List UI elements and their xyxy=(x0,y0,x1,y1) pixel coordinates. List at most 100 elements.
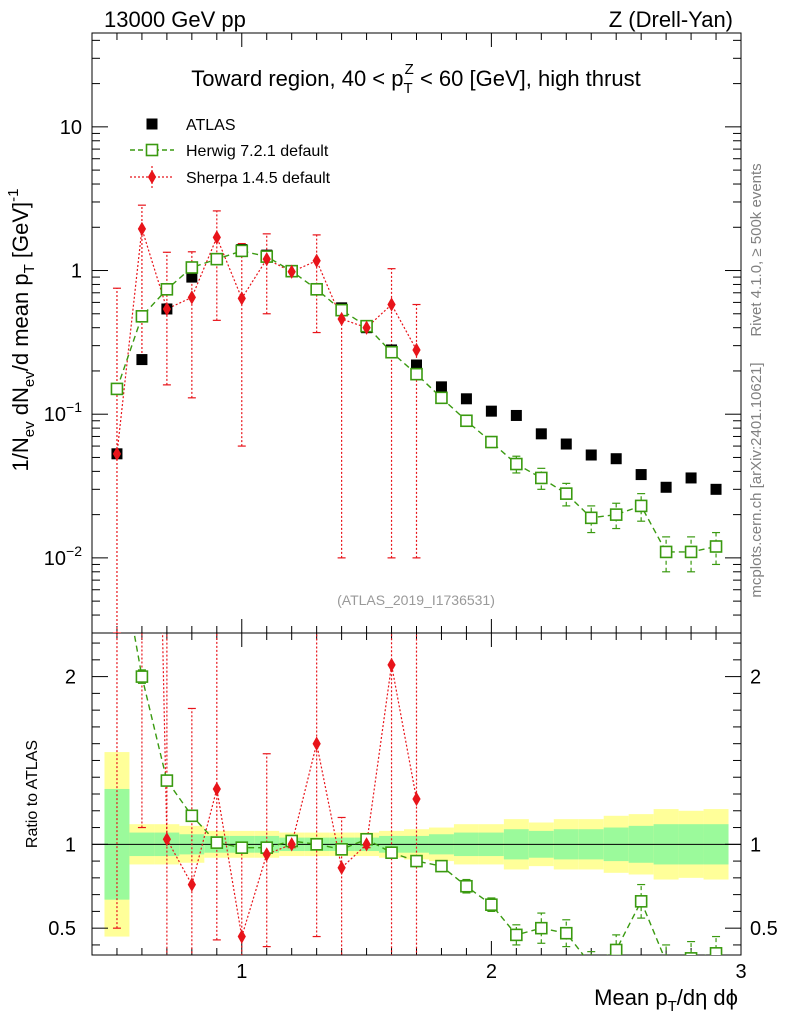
x-tick-label: 3 xyxy=(735,961,746,983)
plot-title-sub: T xyxy=(404,80,413,97)
herwig-ratio-point xyxy=(310,838,323,851)
herwig-ratio-point xyxy=(485,898,498,911)
herwig-point xyxy=(185,261,199,274)
axis-ticks xyxy=(91,33,742,955)
atlas-point xyxy=(585,449,597,461)
atlas-point xyxy=(635,469,647,481)
herwig-ratio-point xyxy=(435,859,448,873)
y-tick-label: 10−2 xyxy=(44,543,82,570)
sherpa-ratio-point xyxy=(412,791,421,807)
herwig-point xyxy=(210,252,224,266)
atlas-point xyxy=(435,381,447,393)
herwig-ratio-point xyxy=(634,895,648,908)
sherpa-point xyxy=(362,320,371,335)
ratio-y-tick-label-right: 1 xyxy=(750,834,761,856)
sherpa-ratio-point xyxy=(162,832,172,847)
legend: ATLAS Herwig 7.2.1 default Sherpa 1.4.5 de… xyxy=(130,117,331,188)
herwig-ratio-point xyxy=(111,532,122,543)
herwig-ratio-point xyxy=(709,947,723,955)
herwig-point xyxy=(435,391,448,405)
herwig-point xyxy=(709,540,723,553)
herwig-ratio-point xyxy=(586,960,597,971)
atlas-point xyxy=(560,438,572,450)
plot-title-pre: Toward region, 40 < p xyxy=(191,66,403,91)
atlas-point xyxy=(186,271,198,283)
sherpa-ratio-point xyxy=(212,781,221,797)
sherpa-ratio-point xyxy=(262,847,271,862)
sherpa-point xyxy=(287,264,296,279)
sherpa-point xyxy=(187,290,196,305)
herwig-point xyxy=(535,471,548,485)
sherpa-point xyxy=(237,291,246,306)
x-axis-label: Mean pT/dη dϕ xyxy=(594,985,738,1015)
rivet-label: Rivet 4.1.0, ≥ 500k events xyxy=(748,163,765,336)
herwig-point xyxy=(584,511,598,525)
sherpa-point xyxy=(312,253,321,268)
ratio-data-layer xyxy=(111,532,723,971)
atlas-point xyxy=(535,428,547,440)
herwig-point xyxy=(460,414,473,428)
herwig-ratio-point xyxy=(210,836,224,849)
herwig-point xyxy=(559,487,573,500)
herwig-point xyxy=(310,283,323,296)
sherpa-point xyxy=(137,221,147,237)
herwig-ratio-point xyxy=(609,943,623,955)
atlas-point xyxy=(510,409,522,421)
atlas-point xyxy=(485,405,497,417)
herwig-ratio-point xyxy=(460,879,473,893)
atlas-point xyxy=(411,359,422,371)
herwig-point xyxy=(410,367,423,381)
ratio-y-tick-label-left: 1 xyxy=(65,834,76,856)
legend-herwig-marker xyxy=(145,143,159,157)
legend-label: Herwig 7.2.1 default xyxy=(186,143,329,160)
header-left: 13000 GeV pp xyxy=(104,7,246,32)
sherpa-ratio-point xyxy=(187,877,196,892)
sherpa-point xyxy=(412,342,421,358)
axis-tick-labels: 1 2 3 10−2 10−1 1 10 0.5 0.5 1 1 2 2 xyxy=(44,117,778,983)
herwig-point xyxy=(235,244,249,258)
herwig-ratio-point xyxy=(684,952,698,955)
legend-label: Sherpa 1.4.5 default xyxy=(186,170,331,187)
sherpa-ratio-point xyxy=(312,736,321,751)
herwig-point xyxy=(485,435,498,449)
herwig-ratio-point xyxy=(235,841,249,854)
sherpa-point xyxy=(387,297,396,312)
y-tick-label: 10−1 xyxy=(44,399,82,426)
ratio-y-tick-label-left: 0.5 xyxy=(48,918,76,940)
atlas-point xyxy=(710,483,722,495)
sherpa-ratio-line xyxy=(161,633,418,937)
sherpa-point xyxy=(162,301,172,317)
sherpa-point xyxy=(262,251,271,267)
atlas-point xyxy=(660,481,672,493)
plot-title-sup: Z xyxy=(405,61,414,78)
herwig-ratio-point xyxy=(410,854,423,868)
legend-atlas-marker xyxy=(146,118,158,130)
sherpa-ratio-point xyxy=(362,837,371,852)
herwig-ratio-point xyxy=(535,921,548,935)
main-data-layer xyxy=(110,204,723,633)
ratio-y-tick-label-right: 2 xyxy=(750,667,761,689)
atlas-point xyxy=(685,472,697,484)
sherpa-point xyxy=(337,311,346,327)
atlas-point xyxy=(460,393,472,405)
atlas-point xyxy=(136,354,148,366)
herwig-ratio-point xyxy=(661,956,672,967)
sherpa-ratio-point xyxy=(287,837,296,852)
y-tick-label: 10 xyxy=(60,117,82,139)
herwig-ratio-point xyxy=(160,774,174,787)
herwig-point xyxy=(135,310,149,323)
sherpa-point xyxy=(212,230,221,245)
y-tick-label: 1 xyxy=(71,261,82,283)
sherpa-point xyxy=(112,446,122,461)
main-ylabel: 1/Nev dNev/d mean pT [GeV]-1 xyxy=(5,189,38,472)
sherpa-ratio-point xyxy=(237,929,246,944)
herwig-ratio-point xyxy=(135,670,149,683)
herwig-point xyxy=(659,545,673,559)
herwig-point xyxy=(385,345,398,359)
herwig-point xyxy=(634,499,648,513)
herwig-ratio-point xyxy=(385,846,398,859)
herwig-ratio-point xyxy=(185,809,199,823)
mcplots-label: mcplots.cern.ch [arXiv:2401.10621] xyxy=(748,362,765,597)
header-right: Z (Drell-Yan) xyxy=(609,7,733,32)
